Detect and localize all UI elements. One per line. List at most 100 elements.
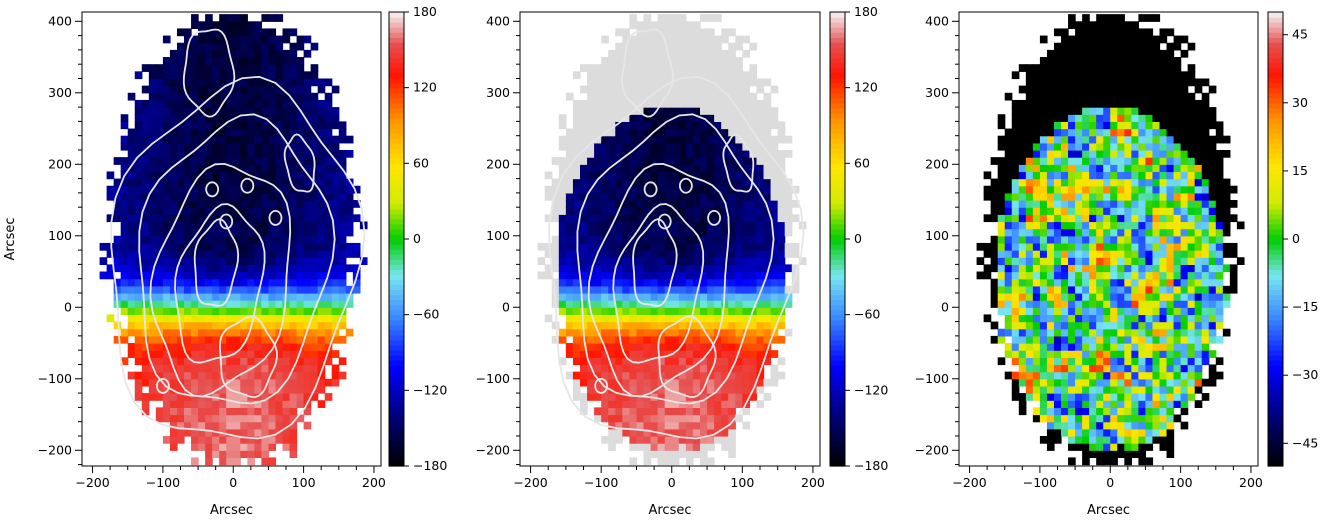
heatmap-cell: [1018, 221, 1027, 230]
heatmap-cell: [1096, 335, 1104, 344]
heatmap-cell: [176, 135, 185, 144]
heatmap-cell: [671, 142, 680, 151]
heatmap-cell: [345, 300, 354, 308]
heatmap-cell: [587, 107, 595, 115]
heatmap-cell: [198, 78, 206, 87]
heatmap-cell: [1011, 393, 1020, 401]
heatmap-cell: [155, 157, 164, 165]
heatmap-cell: [707, 414, 715, 423]
heatmap-cell: [275, 292, 284, 301]
heatmap-cell: [233, 135, 241, 144]
heatmap-cell: [777, 250, 786, 258]
heatmap-cell: [580, 393, 588, 401]
heatmap-cell: [692, 149, 701, 158]
heatmap-cell: [1117, 107, 1125, 115]
heatmap-cell: [1075, 21, 1083, 30]
heatmap-cell: [636, 328, 645, 337]
heatmap-cell: [176, 78, 185, 87]
heatmap-cell: [141, 85, 150, 94]
heatmap-cell: [657, 364, 666, 373]
heatmap-cell: [1138, 443, 1147, 451]
heatmap-cell: [205, 14, 213, 22]
heatmap-cell: [1089, 385, 1097, 394]
colorbar-segment: [389, 355, 404, 361]
heatmap-cell: [289, 121, 298, 130]
heatmap-cell: [275, 321, 284, 330]
heatmap-cell: [735, 300, 743, 308]
heatmap-cell: [198, 21, 206, 30]
heatmap-cell: [317, 192, 326, 201]
heatmap-cell: [1131, 450, 1139, 459]
heatmap-cell: [636, 292, 645, 301]
heatmap-cell: [622, 64, 631, 72]
heatmap-cell: [240, 371, 248, 380]
heatmap-cell: [587, 85, 595, 94]
heatmap-cell: [310, 292, 319, 301]
heatmap-cell: [141, 400, 150, 408]
heatmap-cell: [685, 428, 694, 437]
colorbar-segment: [830, 269, 845, 275]
colorbar-segment: [389, 198, 404, 205]
heatmap-cell: [212, 121, 220, 130]
heatmap-cell: [1131, 443, 1139, 451]
heatmap-cell: [1103, 242, 1111, 251]
heatmap-cell: [1025, 200, 1034, 208]
heatmap-cell: [749, 285, 758, 294]
heatmap-cell: [233, 221, 241, 230]
heatmap-cell: [742, 107, 751, 115]
heatmap-cell: [275, 178, 284, 187]
heatmap-cell: [1039, 221, 1048, 230]
heatmap-cell: [127, 314, 136, 323]
heatmap-cell: [643, 92, 652, 101]
heatmap-cell: [777, 121, 786, 130]
heatmap-cell: [212, 364, 220, 373]
heatmap-cell: [127, 307, 136, 316]
heatmap-cell: [141, 250, 150, 258]
heatmap-cell: [685, 307, 694, 316]
heatmap-cell: [176, 421, 185, 430]
heatmap-cell: [324, 335, 333, 344]
heatmap-cell: [721, 443, 729, 451]
heatmap-cell: [191, 128, 199, 137]
heatmap-cell: [580, 300, 588, 308]
heatmap-cell: [622, 364, 631, 373]
heatmap-cell: [212, 314, 220, 323]
heatmap-cell: [1110, 192, 1118, 201]
heatmap-cell: [1075, 57, 1083, 65]
heatmap-cell: [1011, 242, 1020, 251]
heatmap-cell: [148, 242, 157, 251]
heatmap-cell: [1075, 85, 1083, 94]
heatmap-cell: [608, 328, 616, 337]
heatmap-cell: [798, 257, 807, 265]
heatmap-cell: [261, 92, 270, 101]
heatmap-cell: [650, 149, 659, 158]
heatmap-cell: [770, 164, 779, 173]
heatmap-cell: [247, 450, 255, 459]
heatmap-cell: [162, 407, 171, 416]
heatmap-cell: [756, 85, 765, 94]
heatmap-cell: [120, 121, 129, 130]
heatmap-cell: [205, 149, 213, 158]
heatmap-cell: [184, 149, 192, 158]
heatmap-cell: [317, 221, 326, 230]
heatmap-cell: [1124, 235, 1132, 244]
heatmap-cell: [601, 171, 609, 180]
heatmap-cell: [664, 92, 673, 101]
heatmap-cell: [714, 178, 722, 187]
heatmap-cell: [1082, 271, 1090, 280]
heatmap-cell: [155, 171, 164, 180]
heatmap-cell: [749, 235, 758, 244]
heatmap-cell: [763, 228, 772, 237]
heatmap-cell: [289, 28, 298, 37]
heatmap-cell: [331, 235, 340, 244]
heatmap-cell: [1082, 435, 1090, 444]
heatmap-cell: [565, 192, 574, 201]
heatmap-cell: [268, 328, 277, 337]
heatmap-cell: [247, 185, 255, 194]
heatmap-cell: [707, 343, 715, 351]
y-tick-label: −200: [38, 442, 72, 457]
heatmap-cell: [289, 307, 298, 316]
heatmap-cell: [289, 164, 298, 173]
heatmap-cell: [636, 364, 645, 373]
colorbar-segment: [830, 158, 845, 164]
